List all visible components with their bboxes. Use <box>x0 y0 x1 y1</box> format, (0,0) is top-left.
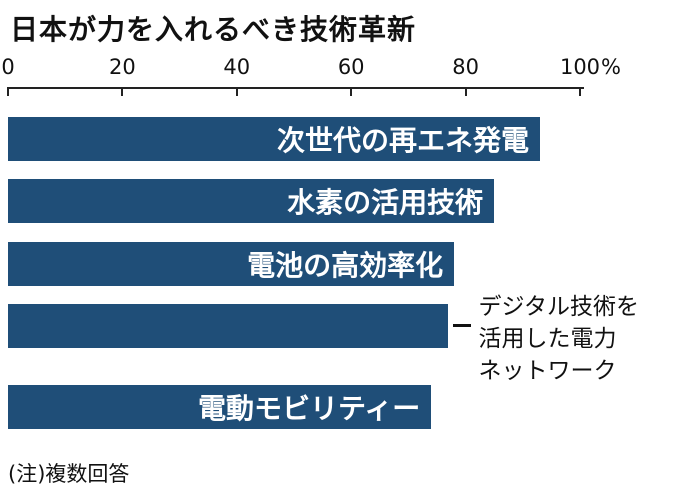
bar-annotation-line: 活用した電力 <box>478 326 617 352</box>
bar-row-2: 電池の高効率化 <box>8 242 455 286</box>
x-axis-tick-label: 0 <box>1 55 15 79</box>
bar-row-1: 水素の活用技術 <box>8 179 495 223</box>
bar-row-3 <box>8 304 449 348</box>
chart-title: 日本が力を入れるべき技術革新 <box>10 13 417 46</box>
x-axis-tick-mark <box>7 87 9 96</box>
bar-row-0: 次世代の再エネ発電 <box>8 117 540 161</box>
axis-unit-label: % <box>601 55 621 79</box>
x-axis-tick-label: 80 <box>452 55 479 79</box>
bar-label: 水素の活用技術 <box>287 186 484 219</box>
x-axis-tick-mark <box>121 87 124 96</box>
x-axis-tick-mark <box>350 87 353 96</box>
footnote: (注)複数回答 <box>8 462 130 486</box>
bar-annotation-line: ネットワーク <box>478 358 617 384</box>
x-axis-tick-mark <box>464 87 467 96</box>
x-axis-tick-mark <box>579 87 581 96</box>
bar-label: 次世代の再エネ発電 <box>276 124 529 157</box>
x-axis-tick-label: 60 <box>337 55 365 79</box>
x-axis-tick-label: 100 <box>559 55 601 79</box>
x-axis-tick-label: 20 <box>109 55 136 79</box>
x-axis-tick-label: 40 <box>223 55 251 79</box>
bar-label: 電動モビリティー <box>197 392 421 425</box>
bar-annotation-line: デジタル技術を <box>478 294 639 320</box>
x-axis-tick-mark <box>235 87 238 96</box>
bar-row-4: 電動モビリティー <box>8 385 432 429</box>
x-axis-line <box>8 87 584 89</box>
bar-annotation: デジタル技術を 活用した電力 ネットワーク <box>478 291 639 387</box>
bar-label: 電池の高効率化 <box>247 249 444 282</box>
annotation-connector-line <box>453 324 472 327</box>
x-axis: % 0 20 40 60 80 100 <box>0 55 680 83</box>
